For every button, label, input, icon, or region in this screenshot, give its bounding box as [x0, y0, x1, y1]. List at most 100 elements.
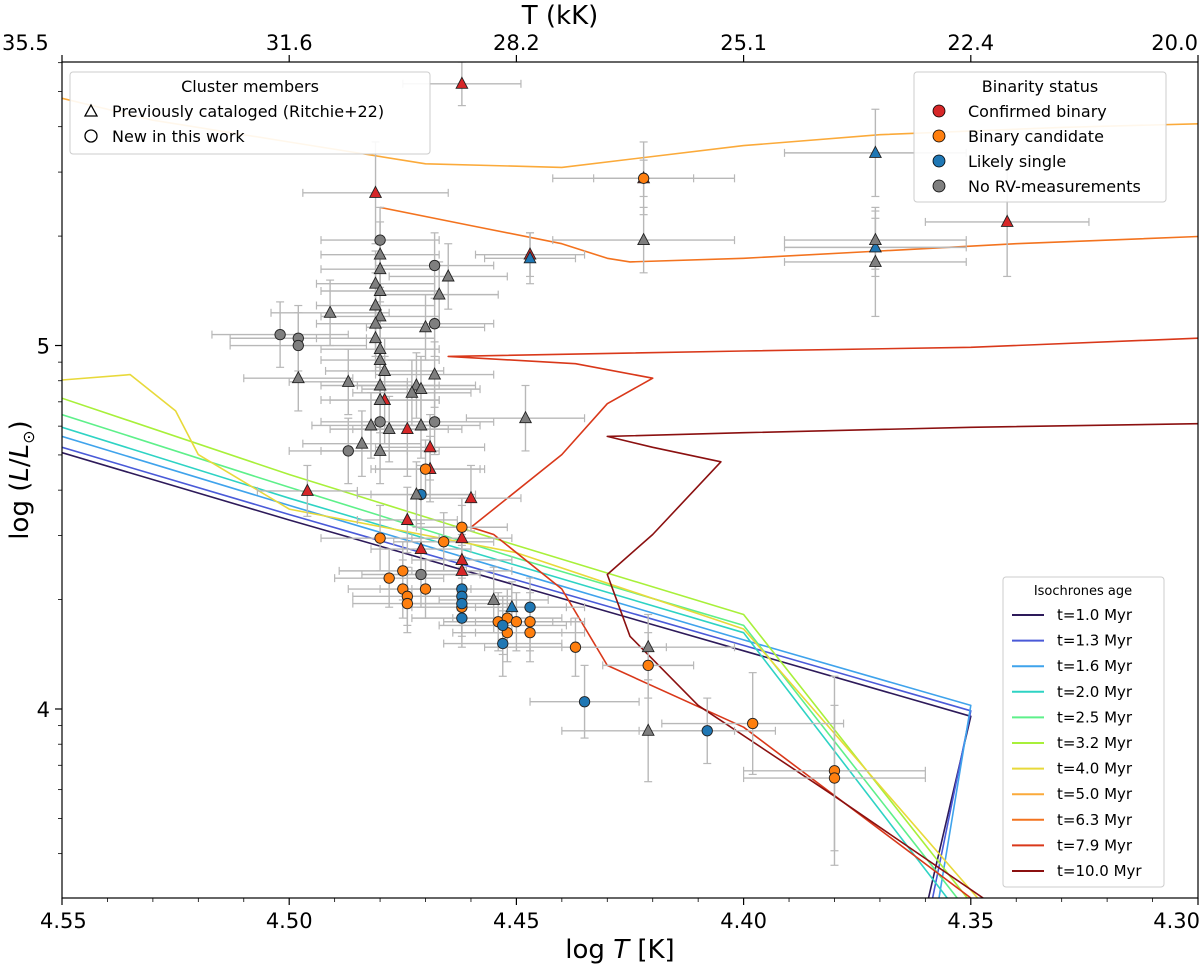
confirmed-binary-marker-icon [932, 104, 946, 118]
data-point-circle [419, 463, 432, 475]
data-point-triangle [368, 330, 383, 344]
data-point-circle [374, 416, 386, 428]
data-point-triangle [414, 418, 428, 431]
data-point-triangle [641, 639, 655, 653]
legend-frame [913, 71, 1167, 203]
data-point-triangle [409, 487, 423, 500]
data-point-triangle [400, 421, 414, 435]
data-point-circle [497, 637, 509, 650]
legend-item-label: t=2.5 Myr [1057, 708, 1133, 726]
data-point-triangle [414, 541, 428, 555]
data-point-triangle [368, 298, 383, 311]
data-point-triangle [400, 512, 414, 525]
legend-item-label: No RV-measurements [968, 177, 1141, 196]
data-point-circle [292, 339, 304, 352]
x-tick-label: 4.45 [493, 909, 540, 933]
data-point-circle [428, 259, 441, 272]
data-point-circle [374, 234, 386, 246]
binary-candidate-marker-icon [932, 129, 946, 143]
top-tick-label: 28.2 [493, 31, 540, 55]
legend-binarity-status: Binarity status Confirmed binary Binary … [913, 71, 1167, 203]
data-point-circle [415, 568, 427, 581]
top-tick-label: 25.1 [720, 31, 767, 55]
legend-item-label: t=1.6 Myr [1057, 657, 1133, 675]
data-point-circle [428, 318, 441, 330]
data-point-triangle [868, 145, 882, 158]
legend-item-label: t=10.0 Myr [1057, 862, 1142, 880]
data-point-triangle [868, 254, 882, 267]
data-point-circle [456, 612, 468, 624]
legend-item-label: t=2.0 Myr [1057, 683, 1133, 701]
data-point-circle [274, 328, 286, 341]
isochrone-line [606, 422, 1198, 898]
legend-title: Binarity status [982, 77, 1098, 96]
data-point-triangle [378, 363, 392, 376]
data-point-triangle [505, 599, 519, 613]
data-point-triangle [373, 308, 387, 322]
data-point-circle [510, 616, 523, 628]
plot-frame [61, 61, 1199, 899]
data-point-triangle [455, 530, 469, 544]
data-point-circle [383, 572, 395, 584]
data-point-triangle [414, 381, 428, 395]
data-point-triangle [373, 443, 387, 456]
data-point-triangle [405, 385, 419, 398]
data-point-triangle [368, 276, 383, 289]
y-tick-label: 4 [37, 698, 50, 722]
data-point-triangle [368, 185, 383, 198]
data-points [274, 76, 1014, 784]
y-tick-label: 5 [37, 335, 50, 359]
data-point-triangle [373, 352, 387, 366]
data-point-triangle [464, 490, 478, 504]
top-tick-label: 31.6 [266, 31, 313, 55]
data-point-circle [524, 627, 536, 639]
likely-single-marker-icon [932, 154, 946, 168]
legend-title: Cluster members [181, 77, 319, 96]
legend-frame [1002, 576, 1165, 888]
data-point-circle [578, 696, 591, 708]
data-point-circle [747, 717, 759, 730]
data-point-triangle [487, 592, 501, 605]
legend-item-label: t=7.9 Myr [1057, 836, 1133, 854]
data-point-triangle [300, 483, 314, 496]
data-point-triangle [641, 723, 655, 736]
data-point-circle [438, 536, 450, 548]
top-axis-label: T (kK) [521, 1, 599, 31]
data-point-triangle [373, 378, 387, 391]
data-point-triangle [455, 76, 469, 89]
axis-ticks: 4.55 4.50 4.45 4.40 4.35 4.30 35.5 31.6 28.2 25.1… [2, 31, 1200, 933]
data-point-circle [524, 616, 536, 628]
isochrone-line [62, 397, 968, 898]
legend-item-label: Binary candidate [968, 127, 1104, 146]
data-point-circle [701, 725, 713, 737]
legend-item-label: New in this work [112, 127, 245, 146]
isochrone-line [62, 435, 972, 898]
data-point-circle [374, 532, 386, 544]
data-point-circle [497, 619, 509, 632]
x-tick-label: 4.30 [1153, 909, 1200, 933]
data-point-triangle [1000, 214, 1014, 227]
isochrone-line [379, 206, 1198, 263]
data-point-circle [397, 565, 409, 577]
data-point-circle [342, 445, 354, 457]
data-point-circle [569, 641, 582, 653]
data-point-triangle [373, 392, 387, 405]
data-point-triangle [382, 421, 396, 435]
data-point-circle [828, 772, 841, 784]
x-tick-label: 4.35 [947, 909, 994, 933]
legend-item-label: t=6.3 Myr [1057, 811, 1133, 829]
legend-item-label: t=3.2 Myr [1057, 734, 1133, 752]
data-point-triangle [355, 436, 369, 449]
legend-item-label: t=1.3 Myr [1057, 632, 1133, 650]
isochrone-line [62, 373, 979, 898]
legend-item-label: t=4.0 Myr [1057, 760, 1133, 778]
legend-isochrones: Isochrones age t=1.0 Myr t=1.3 Myr t=1.6 M… [1002, 576, 1165, 888]
data-point-circle [419, 583, 432, 595]
data-point-circle [401, 597, 413, 610]
top-tick-label: 22.4 [947, 31, 994, 55]
data-point-circle [637, 172, 650, 184]
legend-item-label: t=5.0 Myr [1057, 785, 1133, 803]
no-rv-marker-icon [932, 179, 946, 193]
data-point-circle [456, 521, 468, 533]
data-point-triangle [373, 247, 387, 260]
